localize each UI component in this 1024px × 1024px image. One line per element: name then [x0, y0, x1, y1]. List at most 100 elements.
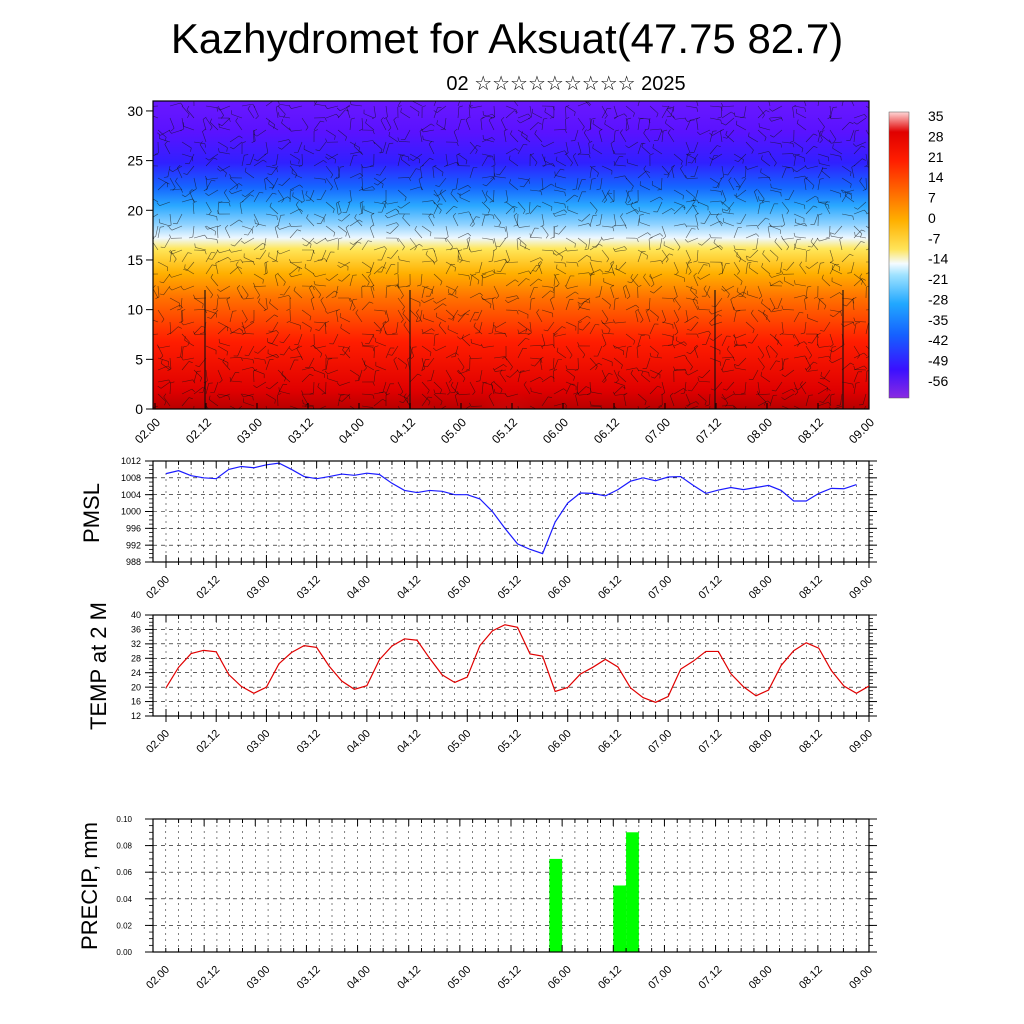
wind-barb [690, 289, 699, 299]
x-tick-label: 03.00 [245, 574, 273, 602]
wind-barb [370, 284, 375, 288]
wind-barb [733, 194, 738, 198]
wind-barb [793, 153, 805, 159]
wind-barb [828, 139, 832, 144]
wind-barb [696, 107, 698, 112]
wind-barb [829, 129, 837, 140]
wind-barb [472, 94, 476, 95]
wind-barb [306, 217, 315, 227]
wind-barb [817, 198, 820, 203]
wind-barb [688, 369, 699, 376]
wind-barb [205, 213, 217, 217]
wind-barb [705, 333, 711, 345]
wind-barb [577, 179, 583, 191]
wind-barb [488, 393, 492, 397]
wind-barb [400, 295, 404, 299]
wind-barb [859, 177, 863, 182]
wind-barb [829, 225, 831, 238]
wind-barb [475, 150, 478, 154]
wind-barb [205, 157, 214, 167]
wind-barb [440, 401, 443, 406]
wind-barb [457, 313, 466, 323]
wind-barb [417, 112, 420, 117]
wind-barb [243, 402, 255, 407]
wind-barb [831, 281, 843, 287]
wind-barb [574, 243, 576, 248]
wind-barb [687, 117, 699, 122]
wind-barb [541, 290, 551, 299]
wind-barb [637, 232, 648, 239]
wind-barb [767, 93, 770, 95]
wind-barb [415, 168, 420, 170]
wind-barb [315, 149, 320, 152]
wind-barb [457, 357, 465, 368]
wind-barb [155, 296, 160, 300]
wind-barb [577, 237, 587, 245]
wind-barb [334, 290, 339, 294]
wind-barb [436, 120, 438, 125]
wind-barb [652, 147, 663, 155]
wind-barb [205, 383, 210, 395]
wind-barb [398, 255, 400, 260]
wind-barb [241, 325, 246, 329]
wind-barb [650, 376, 655, 379]
wind-barb [779, 261, 783, 273]
wind-barb [290, 225, 303, 227]
wind-barb [482, 273, 487, 276]
wind-barb [720, 368, 724, 373]
wind-barb [253, 369, 265, 375]
wind-barb [636, 367, 640, 372]
wind-barb [817, 179, 821, 191]
wind-barb [603, 332, 615, 335]
wind-barb [829, 344, 834, 348]
wind-barb [205, 252, 212, 263]
wind-barb [214, 231, 216, 236]
wind-barb [400, 108, 402, 113]
wind-barb [231, 189, 243, 195]
wind-barb [492, 270, 496, 274]
wind-barb [735, 344, 747, 347]
wind-barb [720, 200, 724, 205]
wind-barb [385, 284, 397, 287]
wind-barb [552, 163, 556, 167]
wind-barb [853, 131, 856, 143]
wind-barb [519, 369, 531, 374]
wind-barb [595, 366, 598, 370]
wind-barb [437, 199, 441, 203]
wind-barb [448, 288, 450, 293]
wind-barb [279, 341, 284, 344]
wind-barb [185, 189, 195, 198]
wind-barb [298, 267, 300, 272]
wind-barb [355, 309, 359, 314]
wind-barb [853, 365, 856, 370]
wind-barb [297, 141, 303, 153]
wind-barb [244, 237, 255, 244]
wind-barb [541, 119, 544, 131]
wind-barb [272, 260, 277, 262]
wind-barb [429, 157, 434, 161]
wind-barb [597, 172, 599, 177]
wind-barb [671, 208, 675, 212]
wind-barb [507, 297, 519, 303]
wind-barb [588, 223, 592, 227]
wind-barb [253, 282, 256, 287]
y-tick-label: 992 [126, 540, 141, 550]
wind-barb [851, 261, 855, 273]
wind-barb [637, 417, 640, 419]
x-tick-label: 05.00 [445, 574, 473, 602]
wind-barb [762, 250, 765, 255]
wind-barb [433, 389, 436, 394]
wind-barb [289, 222, 292, 227]
wind-barb [292, 196, 303, 203]
wind-barb [516, 237, 521, 240]
wind-barb [782, 268, 787, 271]
wind-barb [736, 124, 747, 131]
wind-barb [171, 273, 183, 278]
wind-barb [409, 168, 417, 179]
wind-barb [277, 393, 282, 396]
wind-barb [565, 105, 576, 113]
wind-barb [756, 225, 759, 230]
wind-barb [541, 344, 553, 347]
